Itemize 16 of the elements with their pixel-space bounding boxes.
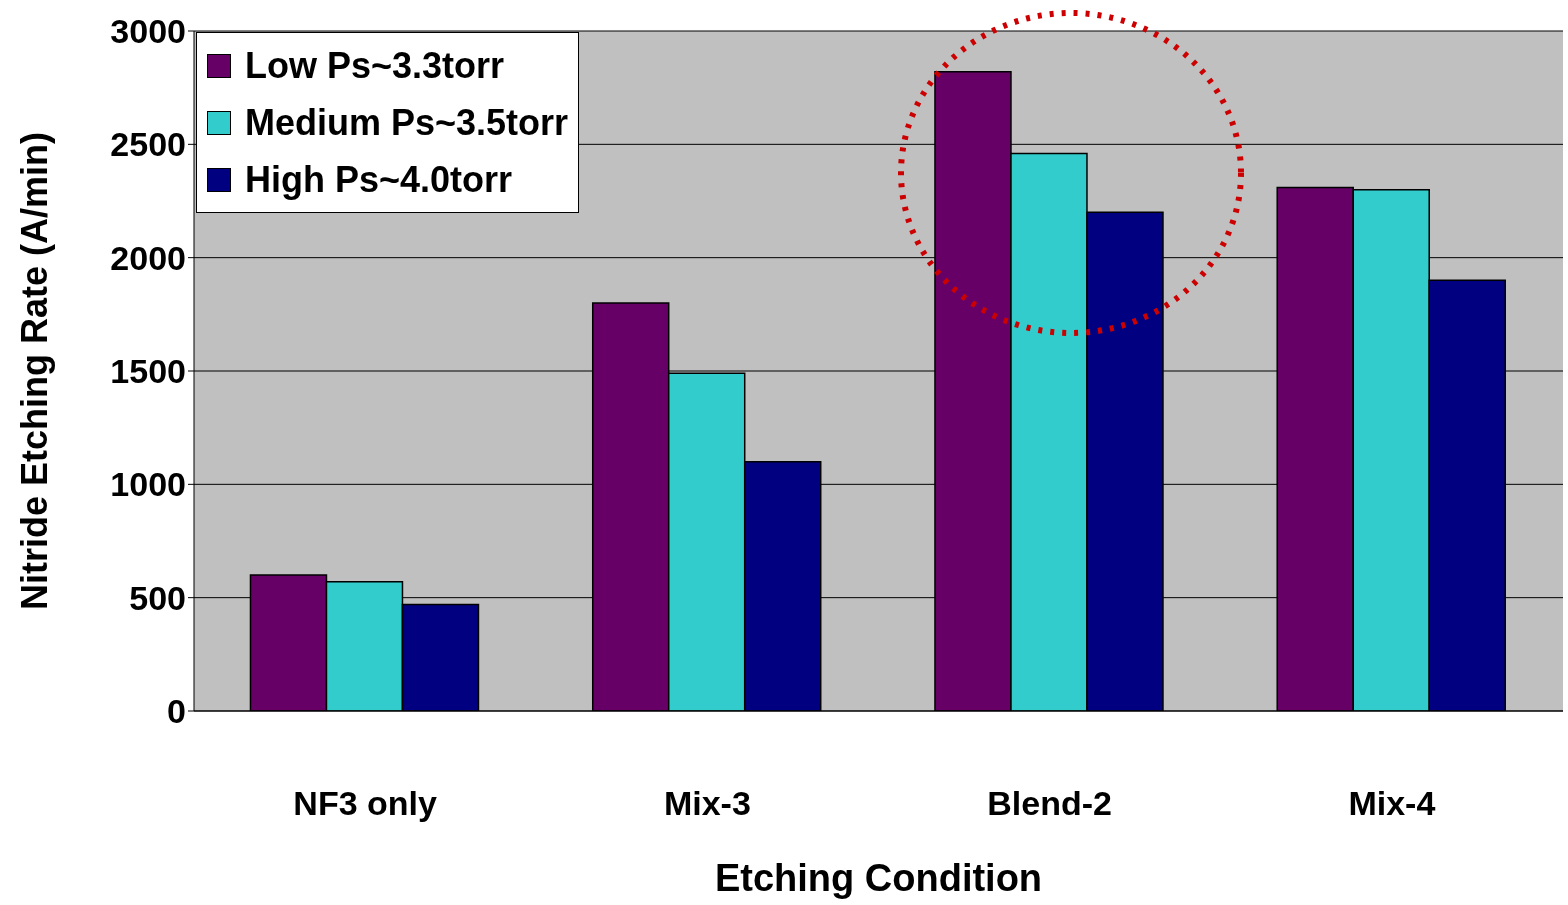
legend-label: High Ps~4.0torr <box>245 158 513 201</box>
y-tick-label: 0 <box>167 692 186 731</box>
y-tick-label: 2000 <box>110 238 186 277</box>
y-tick-label: 1000 <box>110 465 186 504</box>
x-axis-title: Etching Condition <box>714 857 1043 899</box>
y-tick-label: 2500 <box>110 125 186 164</box>
x-tick-label: Mix-4 <box>1348 784 1436 823</box>
legend-label: Medium Ps~3.5torr <box>245 101 569 144</box>
y-tick-label: 3000 <box>110 12 186 51</box>
x-tick-label: Mix-3 <box>663 784 751 823</box>
y-tick-label: 500 <box>129 578 186 617</box>
y-axis-title: Nitride Etching Rate (A/min) <box>13 131 55 611</box>
legend-label: Low Ps~3.3torr <box>245 44 505 87</box>
x-tick-label: Blend-2 <box>987 784 1112 823</box>
y-tick-label: 1500 <box>110 352 186 391</box>
x-tick-label: NF3 only <box>293 784 437 823</box>
